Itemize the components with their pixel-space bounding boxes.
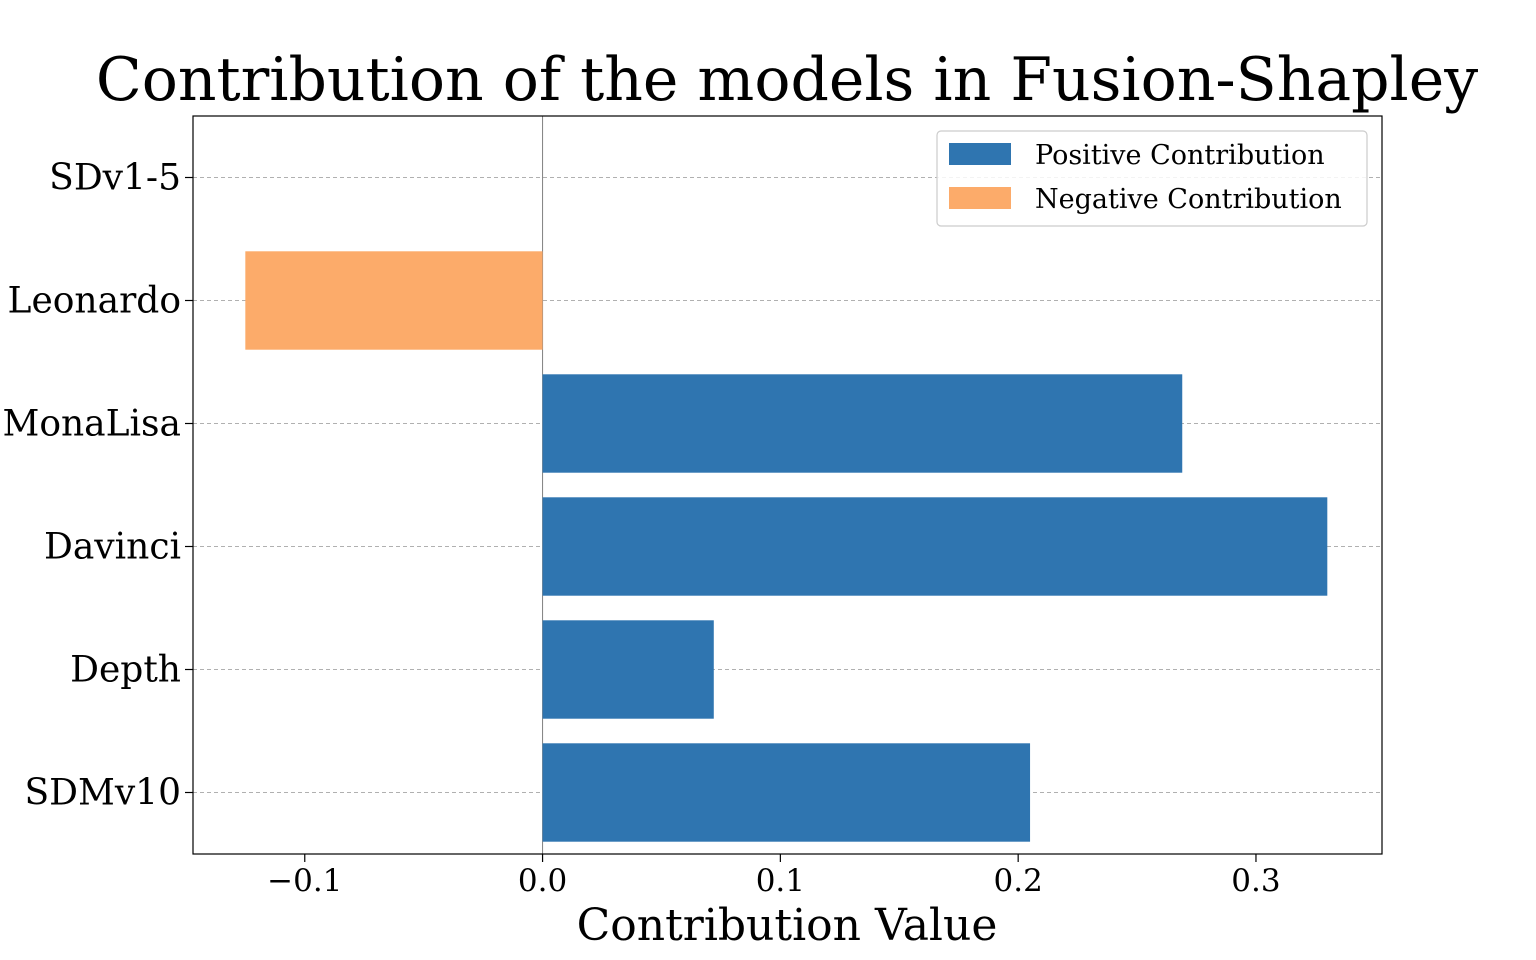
plot-frame <box>192 115 1383 855</box>
x-tick-label-4: 0.3 <box>1231 863 1280 899</box>
legend: Positive Contribution Negative Contribut… <box>936 130 1368 227</box>
y-tick-label-davinci: Davinci <box>44 527 181 568</box>
x-tick-label-3: 0.2 <box>994 863 1043 899</box>
bar-sdmv10 <box>542 743 1031 842</box>
x-axis-ticks: −0.1 0.0 0.1 0.2 0.3 <box>267 854 1281 899</box>
legend-label-positive: Positive Contribution <box>1035 140 1325 171</box>
y-tick-label-sdmv10: SDMv10 <box>24 773 181 814</box>
bar-monalisa <box>542 374 1183 473</box>
bar-leonardo <box>245 251 543 350</box>
x-tick-label-0: −0.1 <box>267 863 342 899</box>
x-tick-label-2: 0.1 <box>756 863 805 899</box>
bar-davinci <box>542 497 1328 596</box>
bar-depth <box>542 620 714 719</box>
x-axis-title: Contribution Value <box>577 900 998 951</box>
y-tick-label-leonardo: Leonardo <box>8 281 181 322</box>
y-tick-label-monalisa: MonaLisa <box>2 404 181 445</box>
legend-swatch-positive <box>949 143 1011 165</box>
x-tick-label-1: 0.0 <box>518 863 567 899</box>
y-tick-label-sdv1-5: SDv1-5 <box>49 158 181 199</box>
y-tick-label-depth: Depth <box>70 650 181 691</box>
chart-title: Contribution of the models in Fusion-Sha… <box>96 45 1478 115</box>
legend-label-negative: Negative Contribution <box>1035 184 1342 215</box>
y-axis-ticks: SDv1-5 Leonardo MonaLisa Davinci Depth SDMv10 <box>2 158 193 814</box>
legend-box <box>936 130 1368 227</box>
bars <box>245 251 1328 842</box>
legend-swatch-negative <box>949 187 1011 209</box>
